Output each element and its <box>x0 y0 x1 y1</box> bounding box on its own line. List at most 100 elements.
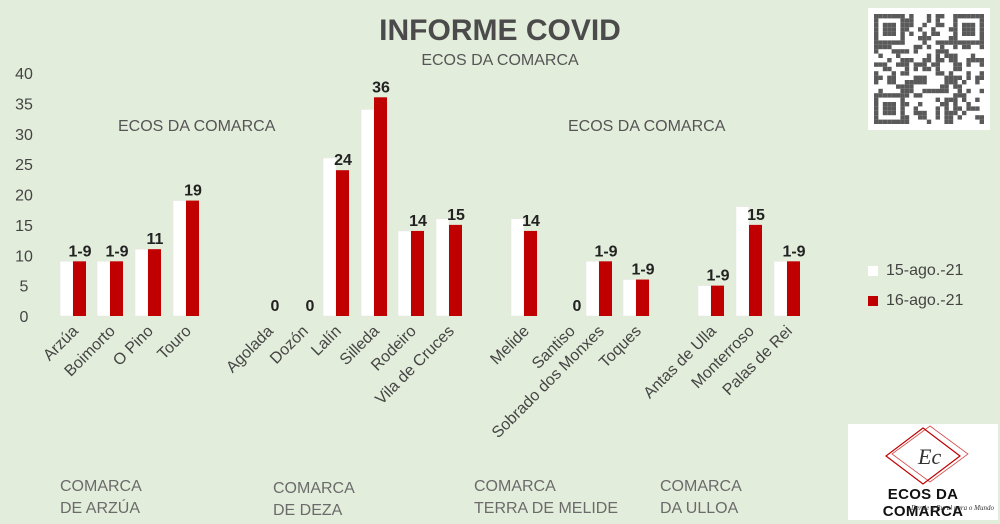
qr-module <box>935 71 940 76</box>
qr-module <box>909 22 914 28</box>
bar-series-2 <box>711 285 724 316</box>
qr-module <box>957 14 962 19</box>
qr-module <box>926 58 932 63</box>
data-label: 0 <box>306 298 315 315</box>
qr-module <box>900 115 905 120</box>
qr-module <box>926 53 932 58</box>
qr-module <box>882 40 888 45</box>
qr-module <box>918 27 923 32</box>
qr-module <box>913 49 918 54</box>
bar-series-2 <box>787 261 800 316</box>
qr-module <box>904 119 910 124</box>
qr-module <box>874 97 879 102</box>
data-label: 14 <box>409 213 427 230</box>
qr-module <box>953 93 958 98</box>
qr-module <box>975 14 980 19</box>
qr-module <box>962 31 967 36</box>
qr-module <box>904 27 910 32</box>
group-label-line: DA ULLOA <box>660 500 739 517</box>
group-label-line: DE DEZA <box>273 502 343 519</box>
qr-module <box>953 58 958 63</box>
qr-module <box>966 71 971 76</box>
qr-module <box>953 40 958 45</box>
qr-module <box>953 84 958 89</box>
qr-module <box>913 110 918 116</box>
qr-module <box>944 53 949 58</box>
qr-module <box>904 66 910 72</box>
logo-initials: Ec <box>917 444 941 469</box>
chart-title: INFORME COVID <box>379 14 621 47</box>
x-category-label: Dozón <box>267 323 312 368</box>
group-label-line: COMARCA <box>60 478 142 495</box>
qr-module <box>887 44 892 50</box>
qr-module <box>975 58 980 63</box>
qr-module <box>922 88 927 94</box>
qr-module <box>962 14 967 19</box>
qr-module <box>887 106 892 111</box>
group-label-arzua: COMARCA DE ARZÚA <box>60 476 142 520</box>
logo-tagline: Dende o Rural para o Mundo <box>910 504 994 512</box>
qr-module <box>979 27 984 32</box>
qr-module <box>918 80 923 85</box>
logo-name: ECOS DA COMARCA <box>882 486 964 520</box>
qr-module <box>962 97 967 102</box>
qr-module <box>887 31 892 36</box>
qr-module <box>979 18 984 23</box>
qr-module <box>944 115 949 120</box>
qr-module <box>874 75 879 80</box>
qr-module <box>962 27 967 32</box>
bar-series-1 <box>435 218 450 317</box>
qr-module <box>878 44 883 50</box>
bar-series-1 <box>697 285 712 317</box>
qr-module <box>904 80 910 85</box>
qr-module <box>874 44 879 50</box>
qr-module <box>970 27 976 32</box>
qr-module <box>900 88 905 94</box>
qr-module <box>918 102 923 107</box>
qr-module <box>882 44 888 50</box>
qr-module <box>926 18 932 23</box>
bar-series-1 <box>96 261 111 317</box>
qr-module <box>944 49 949 54</box>
qr-module <box>900 62 905 67</box>
qr-module <box>891 14 896 19</box>
qr-module <box>953 102 958 107</box>
qr-module <box>913 93 918 98</box>
qr-module <box>896 40 901 45</box>
qr-module <box>948 27 954 32</box>
qr-module <box>953 18 958 23</box>
qr-module <box>935 18 940 23</box>
qr-module <box>887 75 892 80</box>
group-label-line: COMARCA <box>474 478 556 495</box>
qr-module <box>975 75 980 80</box>
qr-module <box>948 53 954 58</box>
qr-module <box>918 75 923 80</box>
qr-code-graphic <box>874 14 984 124</box>
qr-module <box>922 58 927 63</box>
qr-module <box>979 31 984 36</box>
group-label-deza: COMARCA DE DEZA <box>273 478 355 522</box>
qr-module <box>975 40 980 45</box>
qr-module <box>874 115 879 120</box>
qr-module <box>935 49 940 54</box>
qr-module <box>891 119 896 124</box>
x-category-label: Melide <box>487 323 532 368</box>
qr-module <box>979 44 984 50</box>
qr-module <box>896 93 901 98</box>
qr-module <box>900 31 905 36</box>
qr-module <box>922 31 927 36</box>
qr-module <box>918 110 923 116</box>
bar-series-1 <box>134 248 149 317</box>
qr-module <box>904 71 910 76</box>
qr-module <box>953 27 958 32</box>
qr-module <box>944 102 949 107</box>
qr-module <box>882 14 888 19</box>
bar-series-2 <box>110 261 123 316</box>
qr-module <box>970 22 976 28</box>
qr-module <box>979 40 984 45</box>
qr-module <box>882 106 888 111</box>
data-label: 1-9 <box>594 243 617 260</box>
qr-module <box>896 84 901 89</box>
qr-module <box>970 31 976 36</box>
data-label: 24 <box>334 152 352 169</box>
